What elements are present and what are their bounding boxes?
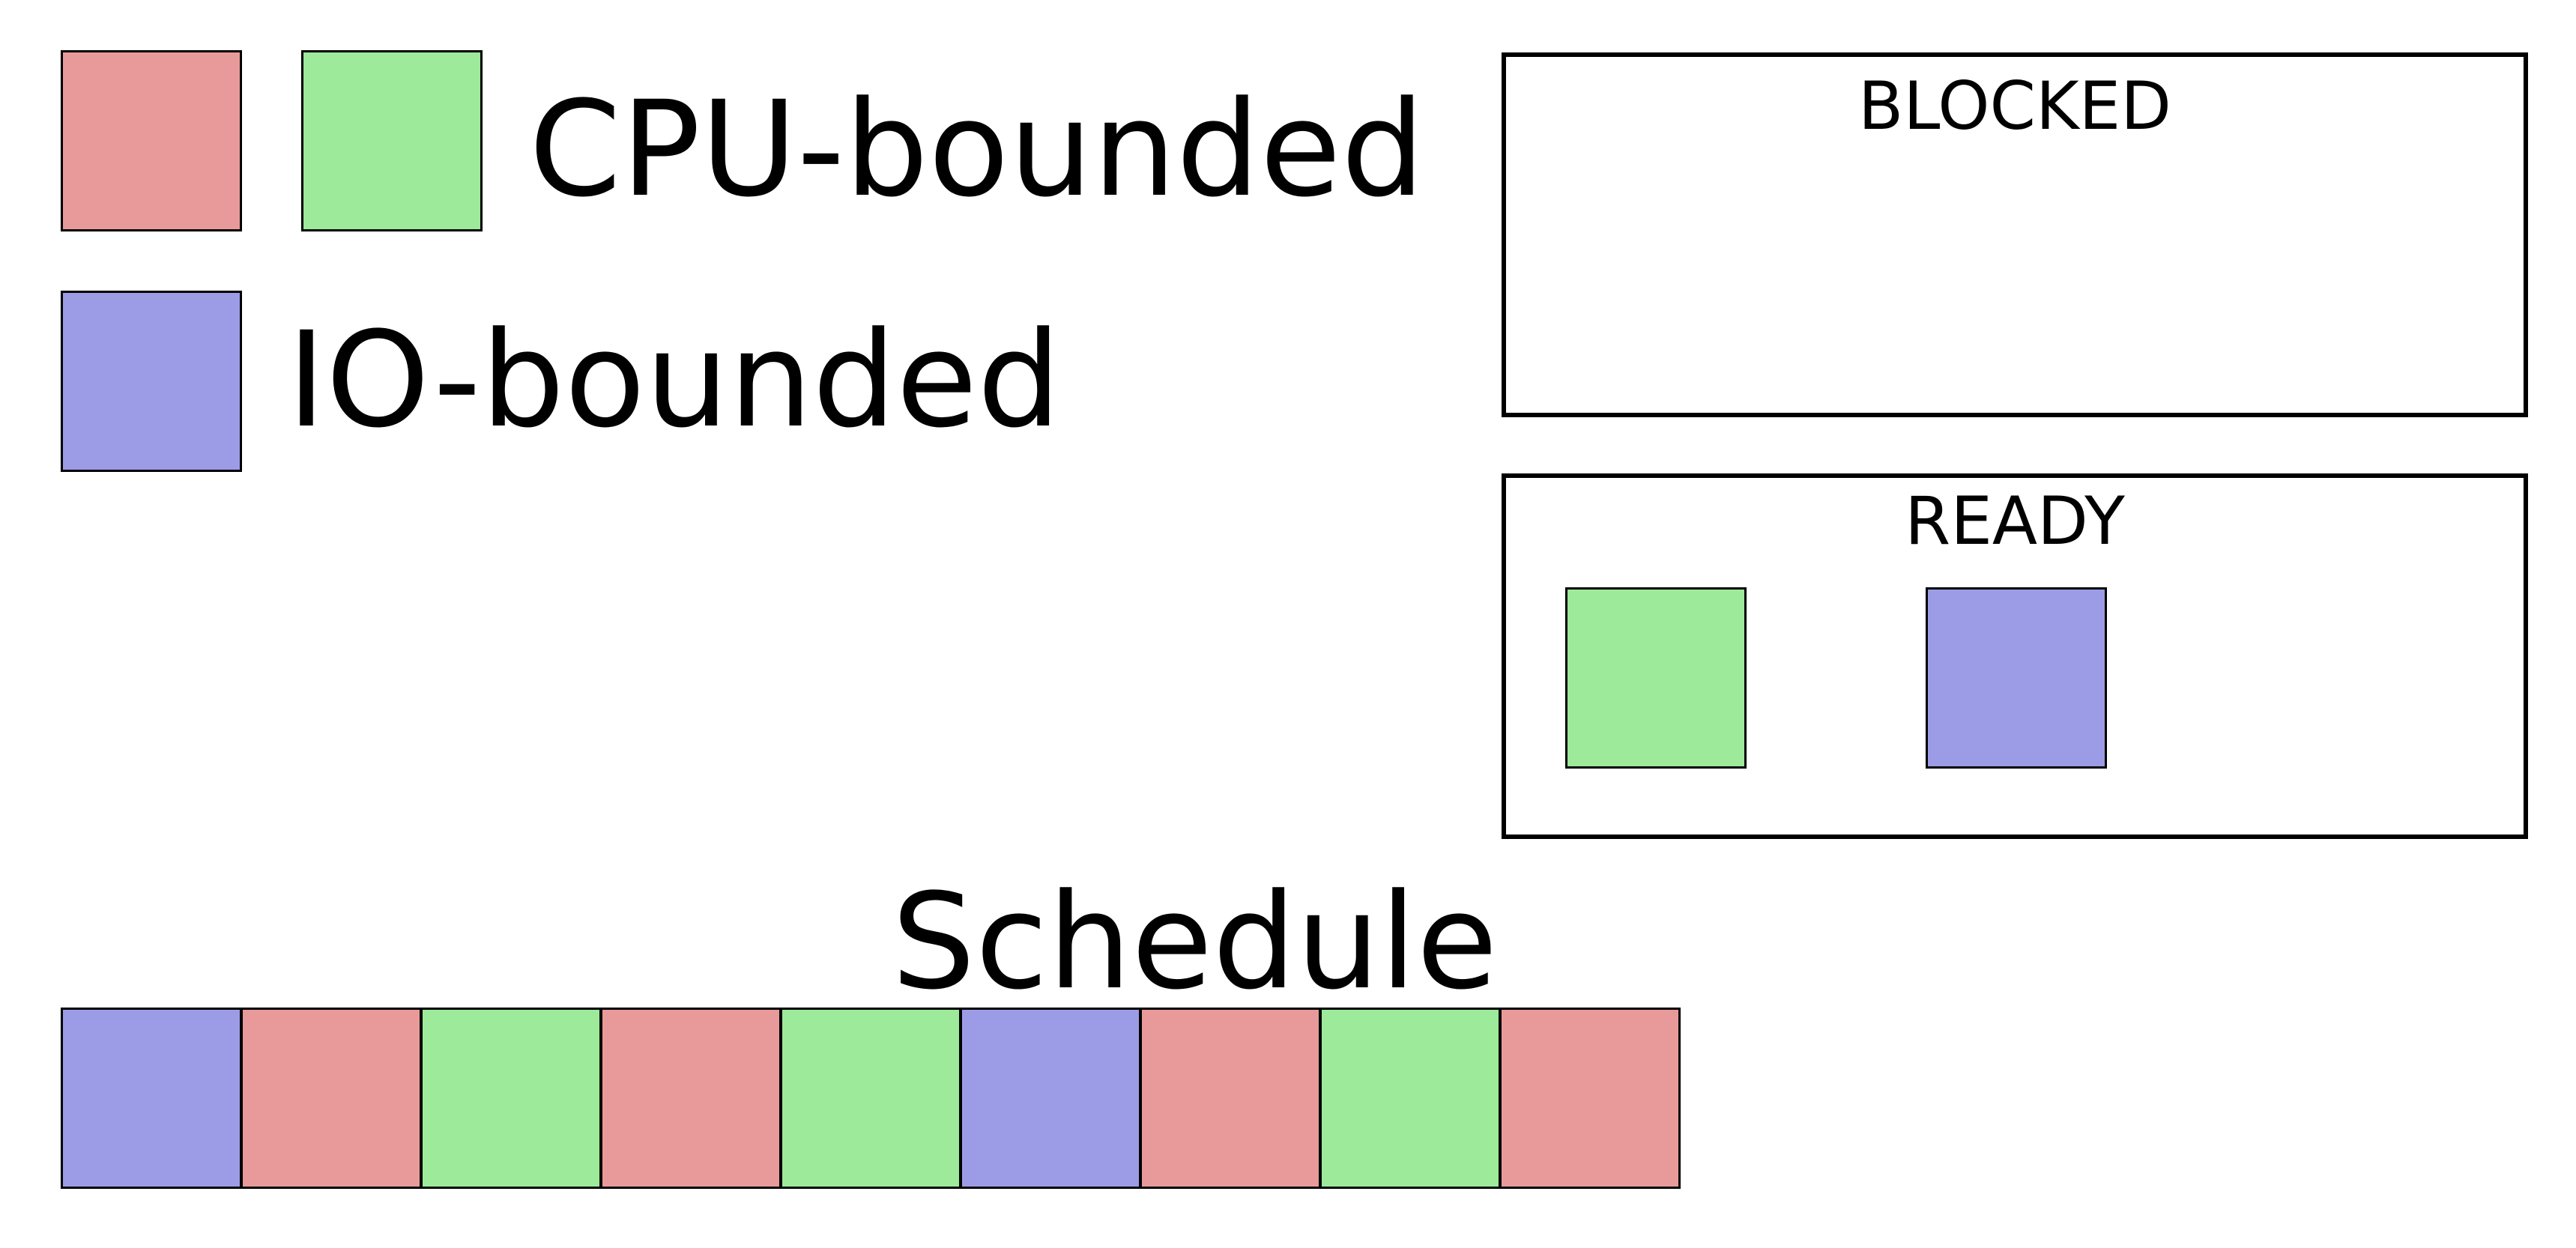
- ready-process-cpu-green: [1565, 587, 1747, 769]
- ready-process-io-blue: [1926, 587, 2107, 769]
- schedule-slot-cpu: [780, 1008, 961, 1189]
- schedule-slot-io: [960, 1008, 1141, 1189]
- legend-io-swatch-blue: [61, 291, 242, 472]
- blocked-queue-box: BLOCKED: [1502, 52, 2528, 417]
- ready-queue-title: READY: [1905, 482, 2125, 560]
- schedule-timeline: [61, 1008, 1681, 1189]
- legend-cpu-label: CPU-bounded: [529, 73, 1425, 226]
- schedule-slot-cpu: [420, 1008, 602, 1189]
- blocked-queue-title: BLOCKED: [1857, 67, 2172, 145]
- schedule-slot-cpu: [600, 1008, 781, 1189]
- schedule-slot-io: [61, 1008, 242, 1189]
- schedule-slot-cpu: [241, 1008, 422, 1189]
- legend-cpu-swatch-red: [61, 50, 242, 231]
- schedule-title: Schedule: [892, 865, 1498, 1019]
- schedule-slot-cpu: [1140, 1008, 1321, 1189]
- legend-cpu-swatch-green: [301, 50, 483, 231]
- ready-queue-box: READY: [1502, 473, 2528, 839]
- schedule-slot-cpu: [1319, 1008, 1501, 1189]
- schedule-slot-cpu: [1499, 1008, 1681, 1189]
- legend-io-label: IO-bounded: [287, 303, 1062, 457]
